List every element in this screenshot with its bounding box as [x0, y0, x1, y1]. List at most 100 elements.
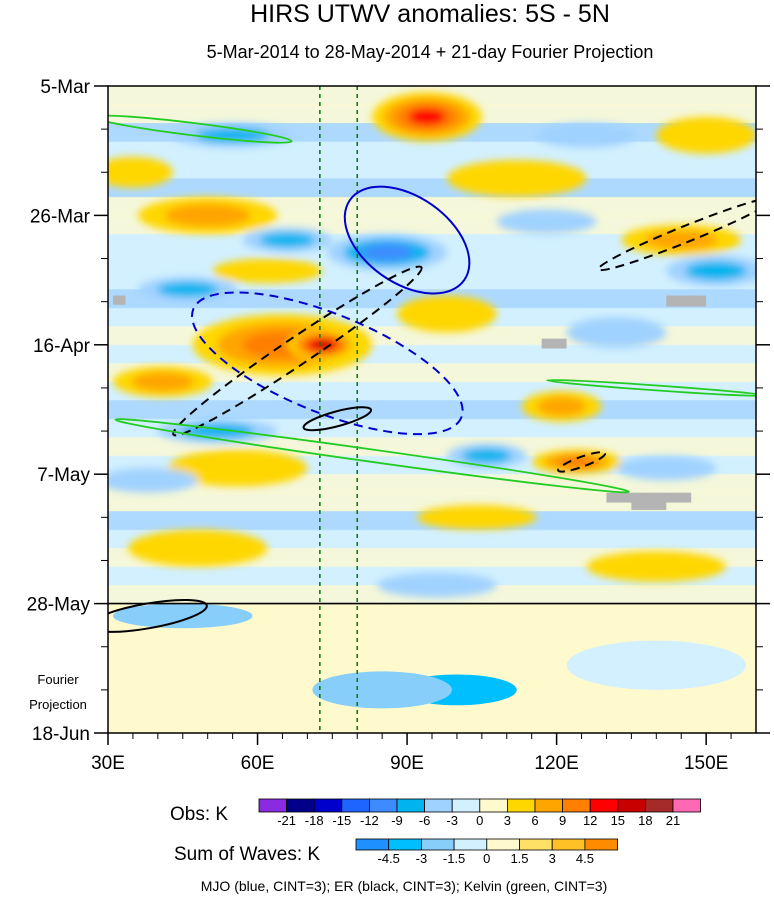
er-contour [302, 406, 373, 432]
anomaly-blob [132, 372, 194, 392]
obs-colorbar-swatch [506, 798, 536, 813]
sum-colorbar-label: -3 [416, 851, 428, 866]
obs-colorbar-swatch [396, 798, 426, 813]
sum-colorbar-swatch [453, 838, 488, 851]
obs-colorbar-swatch [617, 798, 646, 813]
y-tick-label: 7-May [37, 465, 90, 486]
obs-colorbar-swatch [562, 798, 591, 813]
obs-colorbar: Obs: K -21 -18 -15 -12 -9 -6 -3 0 3 6 9 12 15 18 21 [170, 798, 702, 828]
obs-colorbar-label: -6 [419, 813, 431, 828]
anomaly-blob [586, 551, 727, 583]
obs-colorbar-label: -12 [360, 813, 379, 828]
sum-colorbar-label: 0 [483, 851, 490, 866]
obs-colorbar-label: 9 [559, 813, 566, 828]
obs-colorbar-swatch [672, 798, 702, 813]
obs-colorbar-label: 21 [666, 813, 680, 828]
y-tick-label: 26-Mar [30, 206, 91, 227]
texture-band [108, 529, 756, 550]
anomaly-blob [556, 456, 597, 468]
anomaly-blob [566, 317, 667, 348]
sum-colorbar-swatch [420, 838, 455, 851]
anomaly-blob [212, 258, 323, 284]
chart-title: HIRS UTWV anomalies: 5S - 5N [250, 0, 610, 28]
wave-caption: MJO (blue, CINT=3); ER (black, CINT=3); … [201, 878, 608, 894]
texture-band [108, 381, 756, 402]
anomaly-blob [167, 449, 308, 487]
anomaly-blob [157, 281, 219, 297]
sum-colorbar-label: 1.5 [510, 851, 528, 866]
plot-area [108, 86, 756, 733]
obs-colorbar-swatch [534, 798, 564, 813]
anomaly-blob [259, 232, 316, 248]
anomaly-blob [656, 116, 756, 154]
sum-colorbar: Sum of Waves: K -4.5 -3 -1.5 0 1.5 3 4.5 [174, 838, 619, 866]
missing-data-box [666, 295, 707, 307]
obs-colorbar-label: -15 [332, 813, 351, 828]
projection-label-line2: Projection [29, 697, 87, 712]
x-tick-label: 120E [534, 753, 578, 774]
anomaly-blob [536, 122, 637, 148]
sum-colorbar-label: 4.5 [576, 851, 594, 866]
missing-data-box [606, 492, 692, 503]
texture-band [108, 159, 756, 180]
anomaly-blob [446, 159, 587, 197]
obs-colorbar-swatch [368, 798, 398, 813]
anomaly-blob [127, 529, 268, 567]
anomaly-blob [377, 572, 497, 598]
obs-colorbar-label: -9 [391, 813, 403, 828]
obs-colorbar-swatch [341, 798, 370, 813]
missing-data-boxes [112, 295, 707, 510]
obs-colorbar-label: 18 [638, 813, 652, 828]
obs-colorbar-label: -21 [277, 813, 296, 828]
anomaly-blob [164, 204, 251, 227]
missing-data-box [112, 295, 126, 305]
obs-colorbar-swatch [286, 798, 315, 813]
sum-colorbar-swatch [584, 838, 619, 851]
x-tick-label: 90E [390, 753, 424, 774]
projection-blob [566, 640, 747, 690]
obs-colorbar-label: -18 [305, 813, 324, 828]
anomaly-blob [407, 108, 447, 126]
anomaly-blob [108, 156, 173, 188]
texture-band [108, 178, 756, 198]
projection-blob [108, 665, 208, 733]
obs-colorbar-swatch [645, 798, 674, 813]
x-tick-label: 60E [241, 753, 275, 774]
mjo-contour [343, 185, 471, 295]
anomaly-blob [537, 396, 587, 416]
y-tick-label: 5-Mar [40, 77, 90, 98]
sum-colorbar-swatch [355, 838, 390, 851]
obs-colorbar-label: 15 [611, 813, 625, 828]
mjo-contour [191, 291, 464, 436]
sum-colorbar-label: 3 [549, 851, 556, 866]
obs-colorbar-label: 0 [476, 813, 483, 828]
kelvin-contour [114, 418, 630, 494]
obs-colorbar-swatch [258, 798, 288, 813]
projection-label-line1: Fourier [37, 672, 79, 687]
obs-colorbar-label: 12 [583, 813, 597, 828]
obs-colorbar-swatch [479, 798, 508, 813]
anomaly-blob [108, 468, 198, 493]
y-tick-label: 28-May [27, 595, 91, 616]
texture-band [108, 400, 756, 420]
y-tick-label: 18-Jun [32, 724, 90, 745]
obs-colorbar-title: Obs: K [170, 804, 228, 825]
wave-contours [108, 114, 756, 633]
obs-colorbar-label: 6 [531, 813, 538, 828]
sum-colorbar-swatch [388, 838, 422, 851]
obs-colorbar-swatch [313, 798, 343, 813]
anomaly-blob [397, 295, 497, 333]
missing-data-box [541, 338, 567, 349]
anomaly-blob [496, 209, 597, 234]
er-contour [597, 196, 756, 272]
sum-colorbar-label: -4.5 [377, 851, 399, 866]
anomaly-blob [616, 455, 717, 481]
anomaly-blob [462, 448, 512, 464]
texture-band [108, 492, 756, 513]
obs-colorbar-swatch [451, 798, 481, 813]
obs-colorbar-label: -3 [446, 813, 458, 828]
obs-colorbar-label: 3 [504, 813, 511, 828]
obs-colorbar-swatch [589, 798, 619, 813]
